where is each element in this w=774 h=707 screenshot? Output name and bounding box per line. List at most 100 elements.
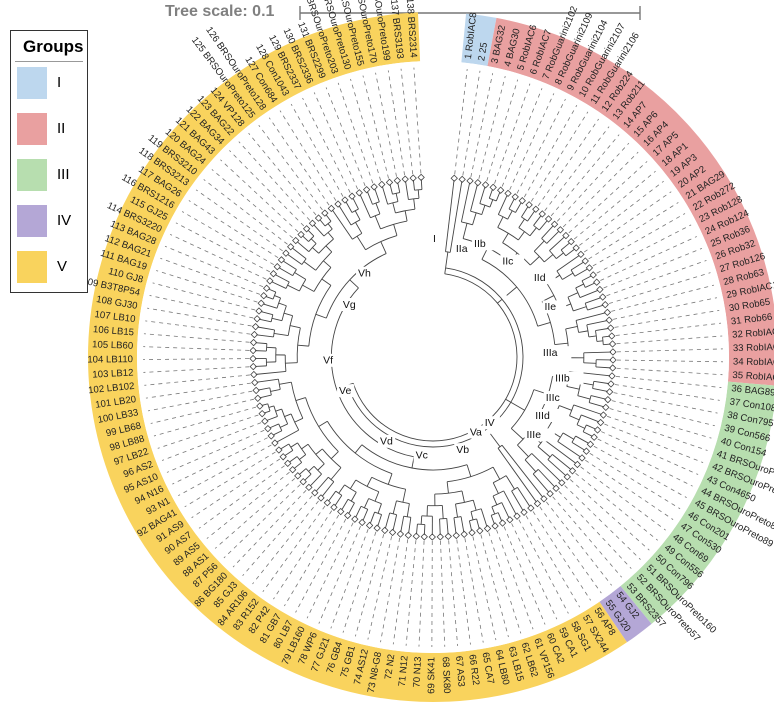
- leaf-guide: [325, 87, 366, 187]
- leaf-guide: [313, 92, 358, 190]
- leaf-tip: [511, 193, 519, 201]
- leaf-guide: [150, 398, 254, 424]
- leaf-guide: [413, 67, 422, 174]
- leaf-tip: [271, 439, 279, 447]
- leaf-label: 34 RobIAC3: [733, 357, 774, 369]
- leaf-guide: [616, 348, 723, 353]
- leaf-guide: [252, 500, 319, 585]
- leaf-label: 103 LB12: [92, 368, 134, 381]
- clade-label: IIIb: [555, 372, 570, 384]
- leaf-tip: [334, 200, 342, 208]
- leaf-guide: [143, 346, 250, 351]
- leaf-tip: [436, 533, 444, 541]
- leaf-guide: [350, 78, 382, 181]
- leaf-tip: [254, 394, 262, 402]
- group-wedge-i: [461, 13, 497, 67]
- clade-label: IIId: [535, 410, 550, 422]
- tree-scale-bar: [299, 6, 641, 20]
- leaf-tip: [518, 197, 526, 205]
- clade-label-bg: [531, 271, 556, 285]
- leaf-guide: [405, 540, 417, 646]
- leaf-tip: [273, 263, 281, 271]
- leaf-label: 65 CA7: [480, 652, 496, 685]
- leaf-tip: [385, 178, 394, 187]
- leaf-guide: [330, 529, 369, 629]
- leaf-guide: [203, 179, 288, 245]
- leaf-tip: [444, 532, 452, 541]
- clade-label-bg: [540, 346, 572, 360]
- leaf-guide: [470, 73, 494, 178]
- leaf-guide: [354, 534, 385, 637]
- leaf-label: 105 LB60: [92, 339, 133, 351]
- leaf-tip: [362, 185, 371, 194]
- leaf-guide: [546, 501, 613, 586]
- leaf-tip: [252, 386, 260, 395]
- clade-label-bg: [340, 298, 359, 311]
- leaf-guide: [518, 519, 569, 614]
- leaf-tip: [476, 527, 484, 535]
- leaf-tip: [601, 300, 609, 309]
- leaf-guide: [592, 213, 686, 267]
- group-wedge-v: [88, 12, 627, 702]
- clade-label-bg: [553, 371, 584, 385]
- leaf-tip: [609, 356, 617, 364]
- leaf-guide: [220, 159, 299, 233]
- leaf-tip: [602, 403, 610, 412]
- leaf-tip: [249, 362, 257, 371]
- leaf-tip: [275, 446, 283, 454]
- leaf-tip: [458, 175, 466, 184]
- leaf-tip: [525, 201, 533, 209]
- leaf-guide: [564, 485, 641, 560]
- leaf-guide: [188, 200, 279, 259]
- leaf-tip: [348, 192, 356, 200]
- clade-label-bg: [533, 409, 564, 422]
- leaf-guide: [585, 459, 674, 520]
- leaf-tip: [585, 264, 594, 272]
- leaf-label: 69 SK41: [426, 657, 437, 694]
- leaf-tip: [506, 516, 514, 524]
- leaf-guide: [164, 245, 264, 288]
- leaf-tip: [250, 370, 258, 379]
- leaf-tip: [341, 196, 349, 204]
- leaf-tip: [496, 186, 505, 194]
- leaf-guide: [530, 111, 589, 202]
- legend-swatch-iv: [17, 205, 47, 237]
- leaf-guide: [615, 375, 722, 388]
- leaf-guide: [153, 406, 257, 437]
- leaf-guide: [232, 490, 307, 568]
- clade-label-bg: [413, 448, 431, 462]
- leaf-guide: [143, 358, 250, 360]
- legend-label-iv: IV: [57, 212, 72, 229]
- leaf-guide: [503, 526, 546, 625]
- leaf-guide: [472, 536, 497, 641]
- leaf-tip: [581, 257, 589, 265]
- leaf-guide: [172, 437, 268, 485]
- leaf-tip: [262, 284, 271, 292]
- tree-scale-label: Tree scale: 0.1: [165, 3, 275, 20]
- leaf-guide: [456, 539, 471, 645]
- clade-label: I: [433, 233, 436, 245]
- clade-label: IIIa: [543, 347, 558, 359]
- leaf-guide: [211, 169, 293, 239]
- leaf-guide: [248, 132, 317, 216]
- leaf-label: 31 Rob66: [730, 312, 773, 328]
- legend-item-iv: IV: [11, 200, 87, 246]
- leaf-tip: [608, 340, 617, 348]
- leaf-guide: [580, 466, 666, 531]
- leaf-guide: [614, 309, 720, 328]
- leaf-guide: [206, 471, 290, 539]
- leaf-guide: [604, 423, 704, 463]
- leaf-guide: [501, 88, 543, 187]
- leaf-tip: [404, 531, 413, 539]
- leaf-guide: [156, 270, 258, 303]
- legend-swatch-ii: [17, 113, 47, 145]
- leaf-tip: [393, 176, 402, 185]
- leaf-guide: [178, 444, 272, 496]
- leaf-guide: [614, 384, 720, 401]
- clade-label-bg: [472, 237, 496, 251]
- leaf-guide: [223, 484, 301, 559]
- clade-label: Vd: [380, 436, 393, 448]
- leaf-tip: [608, 332, 616, 340]
- leaf-tip: [381, 526, 389, 535]
